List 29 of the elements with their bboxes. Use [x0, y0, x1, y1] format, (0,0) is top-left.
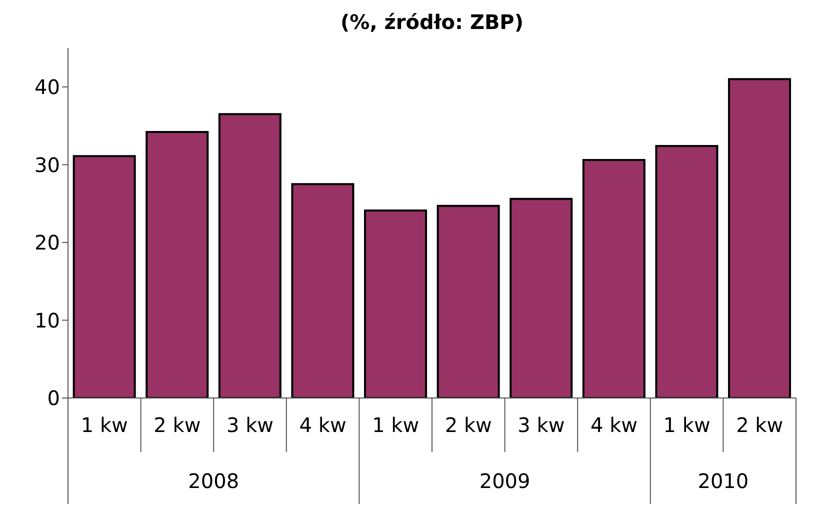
bar: [218, 113, 282, 398]
bar: [582, 159, 646, 398]
bar: [728, 78, 792, 398]
bar: [364, 210, 428, 398]
y-tick-label: 20: [34, 230, 60, 255]
x-tick-label: 2 kw: [154, 413, 201, 437]
text: 2009: [479, 469, 530, 493]
x-tick-label: 3 kw: [226, 413, 274, 437]
x-tick-label: 3 kw: [518, 413, 565, 437]
text: 2010: [698, 469, 749, 493]
bar: [146, 131, 209, 398]
text: 2008: [188, 469, 240, 493]
bar: [655, 145, 718, 398]
chart-title: (%, źródło: ZBP): [340, 10, 524, 34]
bar: [72, 155, 136, 398]
x-tick-label: 4 kw: [299, 413, 346, 437]
x-tick-label: 1 kw: [372, 413, 420, 437]
y-tick-label: 10: [34, 308, 60, 332]
x-tick-label: 1 kw: [663, 413, 710, 437]
y-tick-label: 0: [47, 386, 60, 410]
x-tick-label: 4 kw: [590, 413, 638, 437]
x-tick-label: 2 kw: [736, 413, 784, 437]
bar: [510, 198, 573, 398]
y-tick-label: 40: [34, 74, 60, 99]
x-tick-label: 1 kw: [80, 413, 128, 437]
x-tick-label: 2 kw: [444, 413, 492, 437]
bar: [291, 183, 354, 398]
bar: [436, 204, 500, 398]
y-tick-label: 30: [34, 152, 60, 177]
